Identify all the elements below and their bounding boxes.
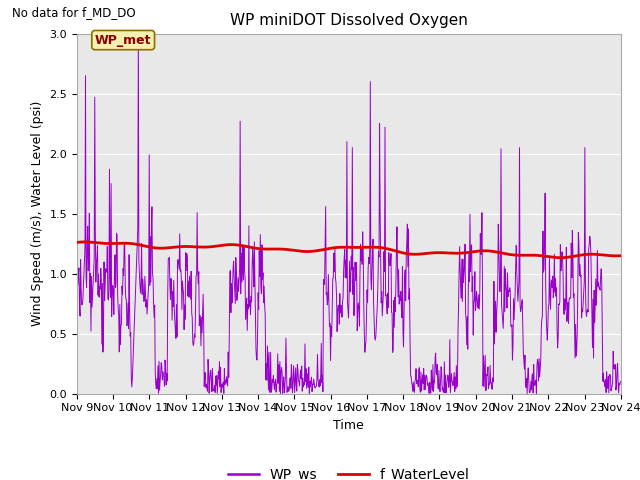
WP_ws — [134, 31, 142, 36]
f_WaterLevel — [447, 250, 455, 256]
f_WaterLevel — [81, 239, 89, 245]
f_WaterLevel — [498, 250, 506, 256]
Text: WP_met: WP_met — [95, 34, 152, 47]
f_WaterLevel — [508, 252, 515, 258]
f_WaterLevel — [557, 255, 564, 261]
WP_ws — [73, 243, 81, 249]
Line: WP_ws: WP_ws — [77, 34, 621, 394]
f_WaterLevel — [617, 253, 625, 259]
WP_ws — [617, 379, 625, 384]
WP_ws — [294, 361, 301, 367]
Text: No data for f_MD_DO: No data for f_MD_DO — [12, 6, 135, 19]
WP_ws — [524, 391, 531, 396]
X-axis label: Time: Time — [333, 419, 364, 432]
Legend: WP_ws, f_WaterLevel: WP_ws, f_WaterLevel — [223, 462, 475, 480]
WP_ws — [508, 324, 515, 330]
WP_ws — [447, 379, 455, 385]
f_WaterLevel — [129, 241, 137, 247]
Line: f_WaterLevel: f_WaterLevel — [77, 242, 621, 258]
f_WaterLevel — [294, 248, 301, 254]
WP_ws — [498, 301, 506, 307]
f_WaterLevel — [313, 248, 321, 253]
WP_ws — [129, 376, 136, 382]
Title: WP miniDOT Dissolved Oxygen: WP miniDOT Dissolved Oxygen — [230, 13, 468, 28]
WP_ws — [313, 377, 321, 383]
f_WaterLevel — [73, 240, 81, 245]
Y-axis label: Wind Speed (m/s), Water Level (psi): Wind Speed (m/s), Water Level (psi) — [31, 101, 44, 326]
